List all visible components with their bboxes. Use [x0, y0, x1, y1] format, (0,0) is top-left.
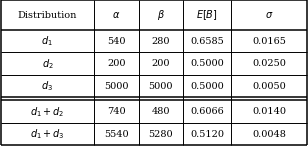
Text: 0.5000: 0.5000 [190, 59, 224, 68]
Text: $\alpha$: $\alpha$ [112, 10, 120, 20]
Text: $\beta$: $\beta$ [157, 8, 165, 22]
Text: $d_1$: $d_1$ [42, 34, 53, 48]
Text: 5280: 5280 [148, 130, 173, 139]
Text: 5540: 5540 [104, 130, 129, 139]
Text: 0.5000: 0.5000 [190, 82, 224, 91]
Text: 200: 200 [107, 59, 126, 68]
Text: 0.0048: 0.0048 [252, 130, 286, 139]
Text: 5000: 5000 [104, 82, 129, 91]
Text: $d_2$: $d_2$ [42, 57, 53, 71]
Text: $E[B]$: $E[B]$ [196, 8, 218, 22]
Text: 0.6585: 0.6585 [190, 37, 224, 46]
Text: 5000: 5000 [149, 82, 173, 91]
Text: Distribution: Distribution [18, 11, 77, 20]
Text: $d_3$: $d_3$ [41, 79, 53, 93]
Text: $d_1 + d_2$: $d_1 + d_2$ [30, 105, 65, 119]
Text: 740: 740 [107, 107, 126, 116]
Text: 0.0250: 0.0250 [252, 59, 286, 68]
Text: 0.0140: 0.0140 [252, 107, 286, 116]
Text: 0.0165: 0.0165 [252, 37, 286, 46]
Text: 540: 540 [107, 37, 126, 46]
Text: 480: 480 [152, 107, 170, 116]
Text: 200: 200 [152, 59, 170, 68]
Text: 0.0050: 0.0050 [252, 82, 286, 91]
Text: 280: 280 [152, 37, 170, 46]
Text: $\sigma$: $\sigma$ [265, 10, 273, 20]
Text: 0.5120: 0.5120 [190, 130, 224, 139]
Text: $d_1 + d_3$: $d_1 + d_3$ [30, 127, 65, 141]
Text: 0.6066: 0.6066 [190, 107, 224, 116]
